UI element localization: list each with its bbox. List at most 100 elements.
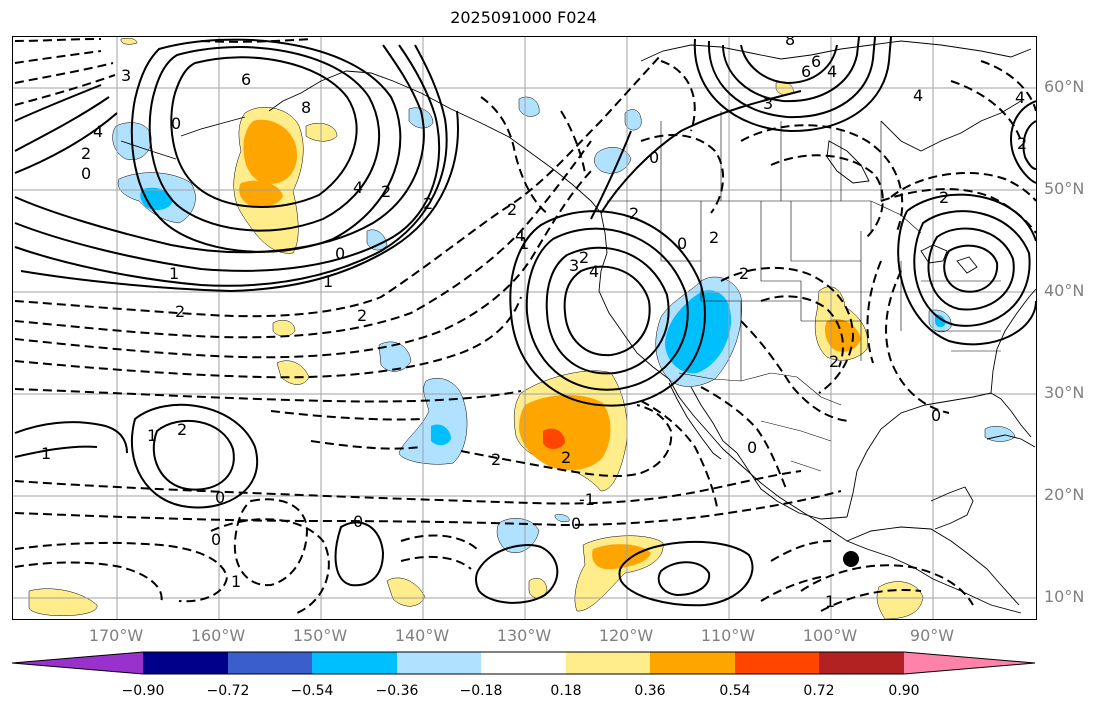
map-title: 2025091000 F024 (450, 8, 597, 27)
colorbar-segment (566, 652, 650, 674)
florida-coast (990, 392, 1032, 438)
contour-line (800, 564, 974, 612)
contour-line (693, 37, 892, 133)
lat-label: 20°N (1044, 485, 1085, 504)
contour-label: 1 (323, 272, 333, 291)
contour-label: 2 (829, 352, 839, 371)
mexico-coast (736, 452, 848, 520)
contour-label: 2 (507, 200, 517, 219)
contour-line (590, 130, 632, 220)
contour-label: 0 (747, 438, 757, 457)
colorbar-tick-label: −0.90 (121, 683, 165, 699)
contour-labels: 3 4 2 0 6 8 4 2 0 1 2 1 2 2 0 0 1 2 3 4 … (41, 37, 1027, 611)
contour-line (170, 56, 358, 208)
cool-shading (984, 426, 1016, 442)
cool-shading (518, 96, 540, 117)
contour-line (400, 534, 478, 570)
contour-label: 2 (939, 188, 949, 207)
contour-label: 0 (353, 512, 363, 531)
gulf-coast (846, 392, 992, 518)
contour-label: 2 (1017, 134, 1027, 153)
contour-label: 1 (147, 426, 157, 445)
colorbar-extend-max (904, 652, 1035, 674)
contour-line (707, 37, 876, 119)
colorbar (11, 651, 1036, 675)
contour-label: 4 (589, 262, 599, 281)
contour-line (14, 296, 522, 379)
island (826, 140, 870, 184)
west-coast (598, 212, 1022, 614)
contour-label: 2 (579, 248, 589, 267)
contour-label: 2 (175, 302, 185, 321)
contour-line (760, 540, 832, 602)
contour-line (770, 154, 884, 238)
warm-shading (876, 581, 924, 619)
warm-shading (386, 577, 426, 607)
us-canada-border (607, 200, 922, 234)
contour-line (14, 50, 116, 106)
colorbar-tick-label: −0.18 (459, 683, 503, 699)
lon-label: 160°W (190, 626, 246, 645)
central-america (846, 526, 1020, 606)
warm-shading (28, 588, 98, 616)
contour-line (14, 38, 312, 43)
contour-label: 2 (629, 204, 639, 223)
contour-line (148, 46, 381, 232)
contour-label: 0 (81, 164, 91, 183)
contour-label: 8 (785, 37, 795, 49)
contour-label: 0 (677, 234, 687, 253)
cool-shading (378, 341, 412, 372)
contour-line (20, 110, 459, 293)
contour-line (563, 265, 651, 357)
contour-line (509, 210, 706, 407)
contour-line (14, 44, 441, 272)
contour-line (233, 498, 309, 587)
colorbar-outline (11, 651, 1036, 675)
borders (607, 111, 1001, 472)
contour-line (14, 84, 118, 174)
cuba (986, 434, 1036, 448)
contour-label: 6 (241, 70, 251, 89)
contour-label: 0 (215, 488, 225, 507)
contour-label: 3 (121, 66, 131, 85)
colorbar-tick-label: −0.54 (290, 683, 334, 699)
contour-line (720, 266, 855, 394)
lon-label: 90°W (909, 626, 955, 645)
baja-coast (668, 382, 738, 460)
contour-line (475, 544, 559, 604)
lon-label: 110°W (700, 626, 756, 645)
colorbar-segment (735, 652, 819, 674)
map-canvas: 3 4 2 0 6 8 4 2 0 1 2 1 2 2 0 0 1 2 3 4 … (13, 37, 1036, 619)
cool-shading (665, 290, 732, 374)
cool-shading (496, 518, 540, 553)
contour-line (270, 410, 422, 450)
contour-line (943, 244, 999, 293)
contour-line (913, 210, 1031, 327)
warm-shading (276, 360, 310, 385)
lon-label: 150°W (292, 626, 348, 645)
colorbar-tick-label: 0.54 (719, 683, 751, 699)
contour-line (618, 540, 754, 607)
lat-label: 30°N (1044, 383, 1085, 402)
contour-line (1010, 100, 1036, 184)
contour-line (14, 170, 592, 359)
contour-label: 1 (169, 264, 179, 283)
contour-line (460, 404, 673, 477)
lat-label: 10°N (1044, 587, 1085, 606)
contour-label: 0 (211, 530, 221, 549)
graticule (13, 37, 1036, 619)
colorbar-segment (312, 652, 397, 674)
contour-line (152, 419, 235, 491)
contour-label: 2 (561, 448, 571, 467)
contour-label: 4 (93, 122, 103, 141)
warm-shading (519, 394, 611, 471)
contour-line (14, 541, 229, 603)
contour-line (480, 96, 586, 216)
storm-center-marker (843, 551, 859, 567)
contour-line (740, 124, 904, 232)
contour-label: 0 (335, 244, 345, 263)
colorbar-tick-label: 0.90 (888, 683, 920, 699)
mexico-states (760, 420, 832, 472)
contour-line (722, 37, 860, 103)
lon-label: 100°W (802, 626, 858, 645)
